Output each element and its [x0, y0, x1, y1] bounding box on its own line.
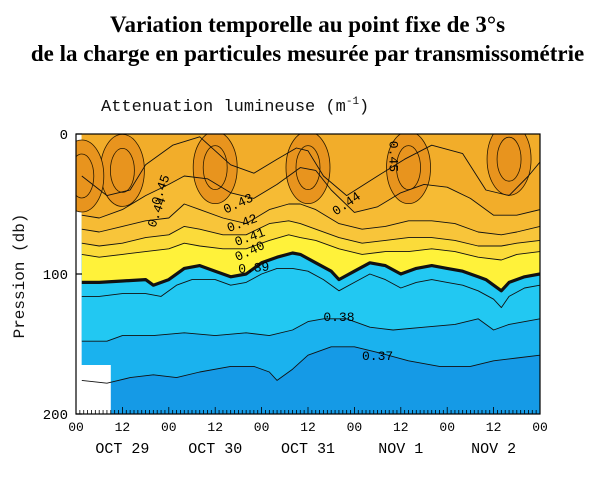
y-axis-label: Pression (db) [11, 214, 29, 339]
x-tick-label-5: 12 [300, 420, 316, 435]
contour-line-043 [81, 167, 540, 219]
contour-label-10: 0.37 [362, 349, 393, 364]
subtitle-close: ) [359, 98, 369, 117]
chart-title-line-1: Variation temporelle au point fixe de 3°… [109, 12, 506, 37]
y-tick-label-2: 200 [43, 408, 68, 424]
x-tick-label-8: 00 [439, 420, 455, 435]
x-tick-label-7: 12 [393, 420, 409, 435]
day-label-1: OCT 30 [188, 441, 242, 458]
contour-line-044 [81, 136, 540, 197]
chart-title-line-2: de la charge en particules mesurée par t… [30, 41, 585, 66]
contour-line-038 [81, 318, 540, 342]
contour-line-0395 [81, 251, 540, 293]
chart-subtitle: Attenuation lumineuse (m-1) [101, 96, 369, 117]
day-label-4: NOV 2 [471, 441, 516, 458]
contour-line-042 [81, 203, 540, 236]
contour-label-8: 0.39 [238, 260, 270, 278]
contour-line-041 [81, 220, 540, 247]
contour-label-9: 0.38 [323, 310, 354, 325]
contour-line-037 [81, 346, 540, 384]
subtitle-exponent: -1 [346, 96, 360, 108]
day-label-0: OCT 29 [95, 441, 149, 458]
high-blob-inner-1 [202, 145, 228, 191]
x-tick-label-9: 12 [486, 420, 502, 435]
contour-label-2: 0.45 [386, 141, 401, 172]
missing-data-region-0 [76, 365, 111, 414]
subtitle-main: Attenuation lumineuse (m [101, 98, 346, 117]
day-label-3: NOV 1 [378, 441, 423, 458]
fill-layer [76, 134, 540, 414]
high-blob-inner-2 [295, 145, 321, 191]
contour-line-039 [81, 267, 540, 309]
x-tick-label-6: 00 [347, 420, 363, 435]
high-blob-inner-4 [496, 136, 522, 182]
y-tick-label-0: 0 [60, 128, 68, 144]
x-tick-label-2: 00 [161, 420, 177, 435]
contour-layer [81, 136, 540, 384]
high-blob-2 [285, 134, 331, 204]
contour-line-04 [81, 234, 540, 261]
x-tick-label-1: 12 [115, 420, 131, 435]
x-tick-label-0: 00 [68, 420, 84, 435]
x-tick-label-10: 00 [532, 420, 548, 435]
y-tick-label-1: 100 [43, 268, 68, 284]
high-blob-inner-0 [110, 147, 135, 193]
x-tick-label-3: 12 [207, 420, 223, 435]
day-label-2: OCT 31 [281, 441, 335, 458]
contour-label-layer: 0.450.440.450.43 0.440.420.410.400.390.38… [145, 141, 401, 364]
x-tick-label-4: 00 [254, 420, 270, 435]
high-blob-5 [76, 139, 105, 213]
high-blob-inner-5 [76, 153, 95, 199]
